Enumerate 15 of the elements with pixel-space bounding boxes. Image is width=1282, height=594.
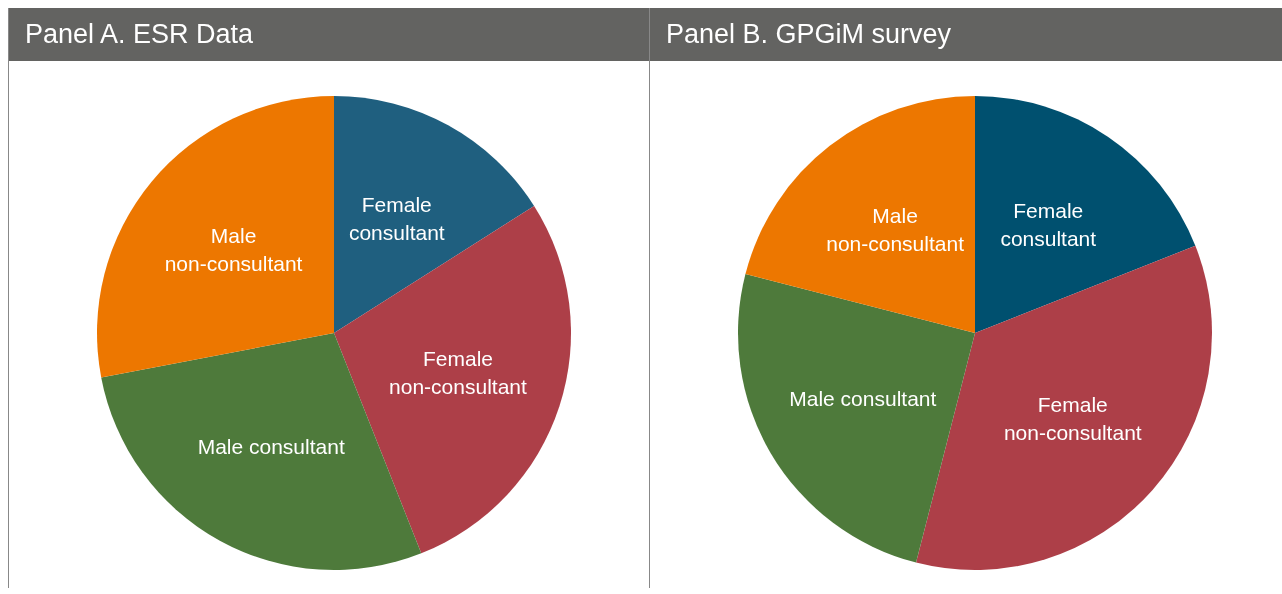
- slice-label: Male consultant: [197, 435, 345, 459]
- pie-slice: [745, 96, 975, 333]
- slice-label: Female consultant: [348, 192, 445, 244]
- pie-slice: [975, 96, 1196, 333]
- chart-title: Panel A. ESR Data: [9, 8, 649, 61]
- pie-slice: [334, 96, 535, 333]
- chart-title: Panel B. GPGiM survey: [650, 8, 1282, 61]
- slice-label: Male non-consultant: [164, 223, 303, 275]
- slice-label: Female non-consultant: [389, 347, 528, 399]
- slice-label: Male non-consultant: [826, 204, 965, 255]
- slice-label: Female non-consultant: [1003, 393, 1142, 445]
- pie-slice: [97, 96, 334, 378]
- slice-label: Female consultant: [1000, 199, 1097, 251]
- slice-label: Male consultant: [789, 387, 937, 411]
- pie-slice: [738, 274, 975, 563]
